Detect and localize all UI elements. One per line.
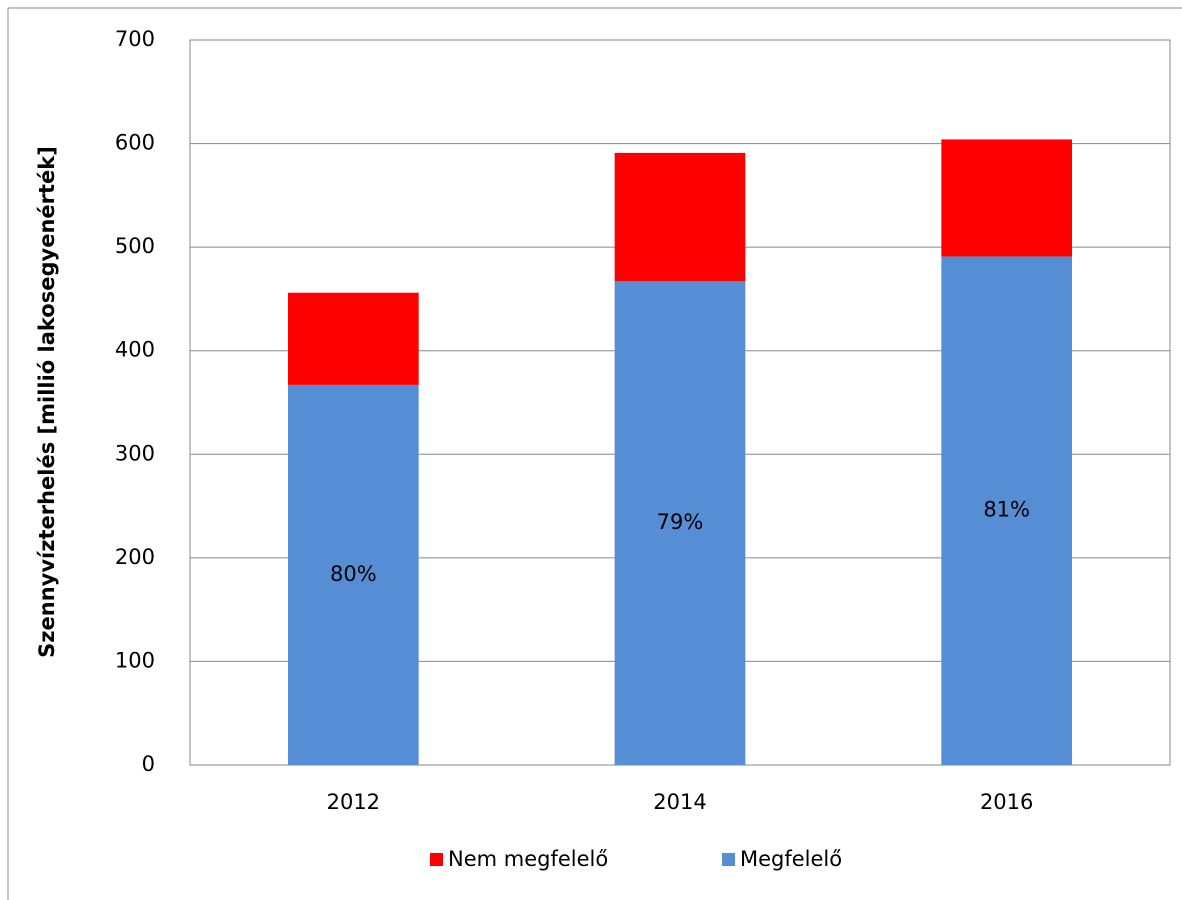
legend-swatch (722, 853, 735, 866)
y-tick-label: 600 (115, 131, 155, 155)
y-tick-label: 300 (115, 441, 155, 465)
y-tick-label: 500 (115, 234, 155, 258)
y-tick-label: 200 (115, 545, 155, 569)
bar-annotation: 80% (330, 562, 377, 586)
y-tick-label: 400 (115, 338, 155, 362)
legend-swatch (430, 853, 443, 866)
y-tick-label: 100 (115, 648, 155, 672)
y-axis-title: Szennyvízterhelés [millió lakosegyenérté… (35, 146, 59, 658)
bar-annotation: 79% (657, 510, 704, 534)
x-tick-label: 2014 (653, 790, 706, 814)
bar-segment (941, 256, 1072, 765)
bar-segment (614, 152, 746, 282)
legend-label: Nem megfelelő (448, 847, 608, 871)
bar-segment (288, 384, 419, 765)
bar-annotation: 81% (983, 498, 1030, 522)
bar-segment (288, 292, 419, 385)
bar-segment (941, 139, 1072, 257)
y-tick-label: 700 (115, 27, 155, 51)
bar-segment (614, 281, 746, 765)
x-tick-label: 2016 (980, 790, 1033, 814)
y-tick-label: 0 (142, 752, 155, 776)
x-tick-label: 2012 (327, 790, 380, 814)
legend-label: Megfelelő (740, 847, 842, 871)
